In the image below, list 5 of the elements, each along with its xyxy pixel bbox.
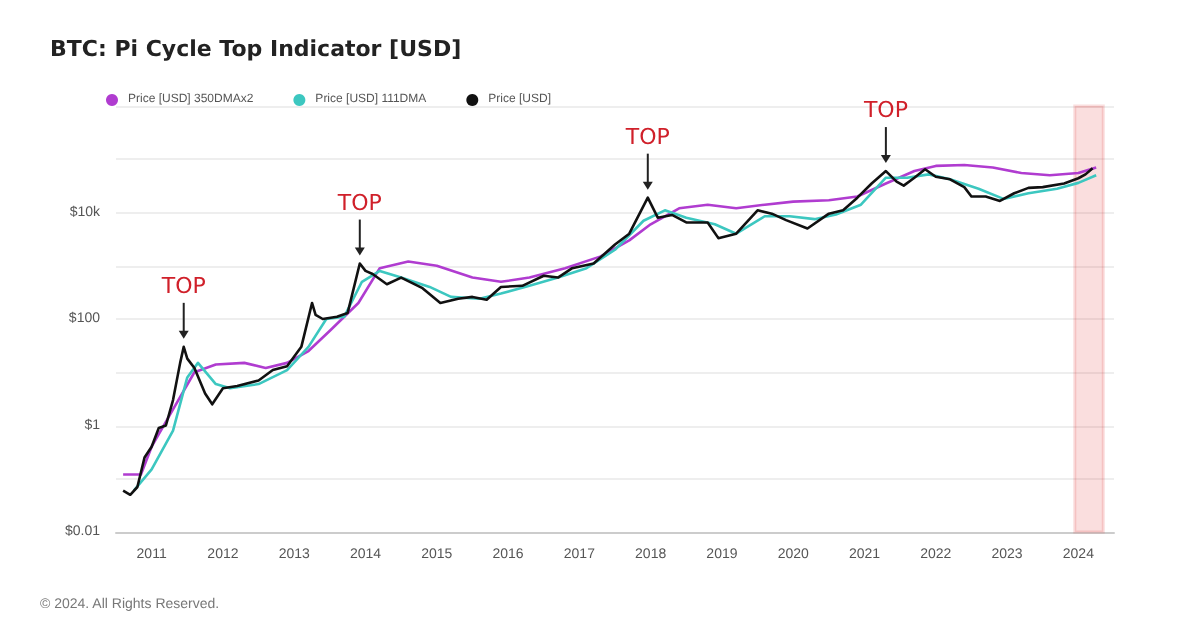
chart-title: BTC: Pi Cycle Top Indicator [USD] <box>50 36 462 62</box>
annotation: TOP <box>159 272 207 299</box>
annotation: TOP <box>335 189 383 216</box>
annotation: TOP <box>623 123 671 150</box>
annotation: TOP <box>861 97 909 124</box>
